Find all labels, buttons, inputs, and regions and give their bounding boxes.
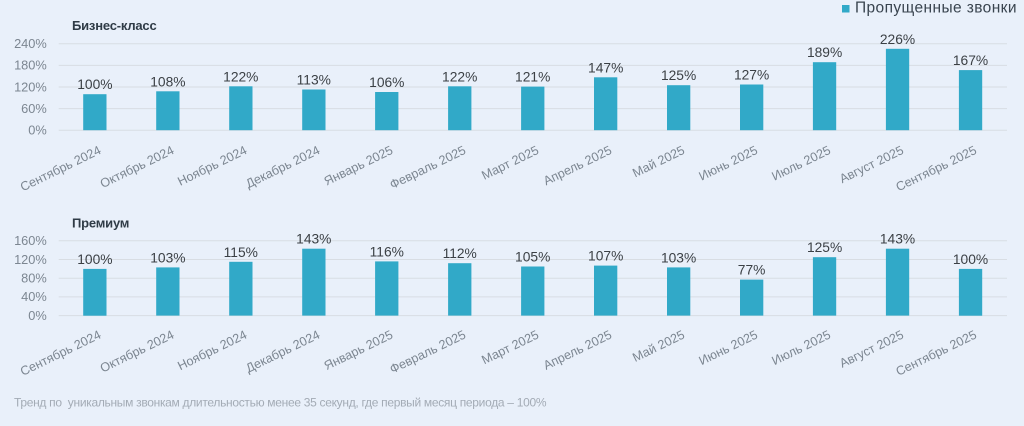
svg-text:Сентябрь 2025: Сентябрь 2025	[894, 328, 979, 379]
svg-text:60%: 60%	[21, 101, 47, 116]
svg-text:116%: 116%	[370, 244, 404, 259]
svg-text:Пропущенные звонки: Пропущенные звонки	[855, 0, 1017, 16]
svg-text:Январь 2025: Январь 2025	[322, 143, 395, 188]
svg-text:80%: 80%	[21, 271, 47, 286]
svg-text:Сентябрь 2024: Сентябрь 2024	[18, 328, 103, 379]
svg-text:100%: 100%	[77, 77, 112, 92]
svg-text:Премиум: Премиум	[72, 215, 129, 230]
svg-text:Октябрь 2024: Октябрь 2024	[98, 328, 176, 376]
svg-text:240%: 240%	[14, 36, 47, 51]
svg-text:Июнь 2025: Июнь 2025	[697, 143, 760, 183]
svg-text:100%: 100%	[953, 252, 988, 267]
svg-text:Январь 2025: Январь 2025	[322, 328, 395, 373]
svg-text:Декабрь 2024: Декабрь 2024	[244, 328, 323, 376]
svg-text:103%: 103%	[661, 250, 696, 265]
svg-text:125%: 125%	[807, 240, 842, 255]
svg-text:160%: 160%	[14, 233, 47, 248]
svg-text:143%: 143%	[880, 232, 915, 247]
svg-text:Апрель 2025: Апрель 2025	[541, 328, 614, 373]
svg-text:122%: 122%	[442, 69, 477, 84]
svg-text:143%: 143%	[296, 232, 331, 247]
svg-text:121%: 121%	[515, 70, 550, 85]
svg-text:Июль 2025: Июль 2025	[770, 328, 833, 368]
svg-text:Ноябрь 2024: Ноябрь 2024	[175, 328, 249, 374]
svg-text:Февраль 2025: Февраль 2025	[388, 328, 468, 377]
svg-text:40%: 40%	[21, 289, 47, 304]
svg-text:Ноябрь 2024: Ноябрь 2024	[175, 143, 249, 189]
svg-text:Март 2025: Март 2025	[479, 143, 541, 183]
svg-text:Май 2025: Май 2025	[630, 328, 687, 365]
svg-text:Февраль 2025: Февраль 2025	[388, 143, 468, 192]
svg-text:113%: 113%	[297, 73, 331, 88]
svg-text:Октябрь 2024: Октябрь 2024	[98, 143, 176, 191]
svg-text:226%: 226%	[880, 32, 915, 47]
svg-text:0%: 0%	[28, 308, 47, 323]
svg-text:122%: 122%	[223, 69, 258, 84]
svg-text:127%: 127%	[734, 68, 769, 83]
svg-text:Декабрь 2024: Декабрь 2024	[244, 143, 323, 191]
svg-text:Май 2025: Май 2025	[630, 143, 687, 180]
svg-text:120%: 120%	[14, 252, 47, 267]
svg-text:125%: 125%	[661, 68, 696, 83]
svg-text:100%: 100%	[77, 252, 112, 267]
svg-text:Тренд по уникальным звонкам д: Тренд по уникальным звонкам длительность…	[14, 396, 547, 410]
svg-text:189%: 189%	[807, 45, 842, 60]
svg-text:Бизнес-класс: Бизнес-класс	[72, 18, 156, 33]
svg-text:Июль 2025: Июль 2025	[770, 143, 833, 183]
svg-text:106%: 106%	[369, 75, 404, 90]
svg-text:Сентябрь 2025: Сентябрь 2025	[894, 143, 979, 194]
svg-text:120%: 120%	[14, 79, 47, 94]
svg-text:Март 2025: Март 2025	[479, 328, 541, 368]
svg-text:147%: 147%	[588, 60, 623, 75]
svg-text:180%: 180%	[14, 58, 47, 73]
svg-text:Апрель 2025: Апрель 2025	[541, 143, 614, 188]
svg-text:167%: 167%	[953, 53, 988, 68]
svg-text:103%: 103%	[150, 250, 185, 265]
svg-text:Сентябрь 2024: Сентябрь 2024	[18, 143, 103, 194]
svg-text:108%: 108%	[150, 74, 185, 89]
svg-text:105%: 105%	[515, 250, 550, 265]
svg-text:107%: 107%	[588, 249, 623, 264]
svg-text:115%: 115%	[224, 245, 258, 260]
svg-text:Июнь 2025: Июнь 2025	[697, 328, 760, 368]
svg-text:112%: 112%	[443, 246, 477, 261]
svg-text:0%: 0%	[28, 123, 47, 138]
svg-text:77%: 77%	[738, 263, 766, 278]
